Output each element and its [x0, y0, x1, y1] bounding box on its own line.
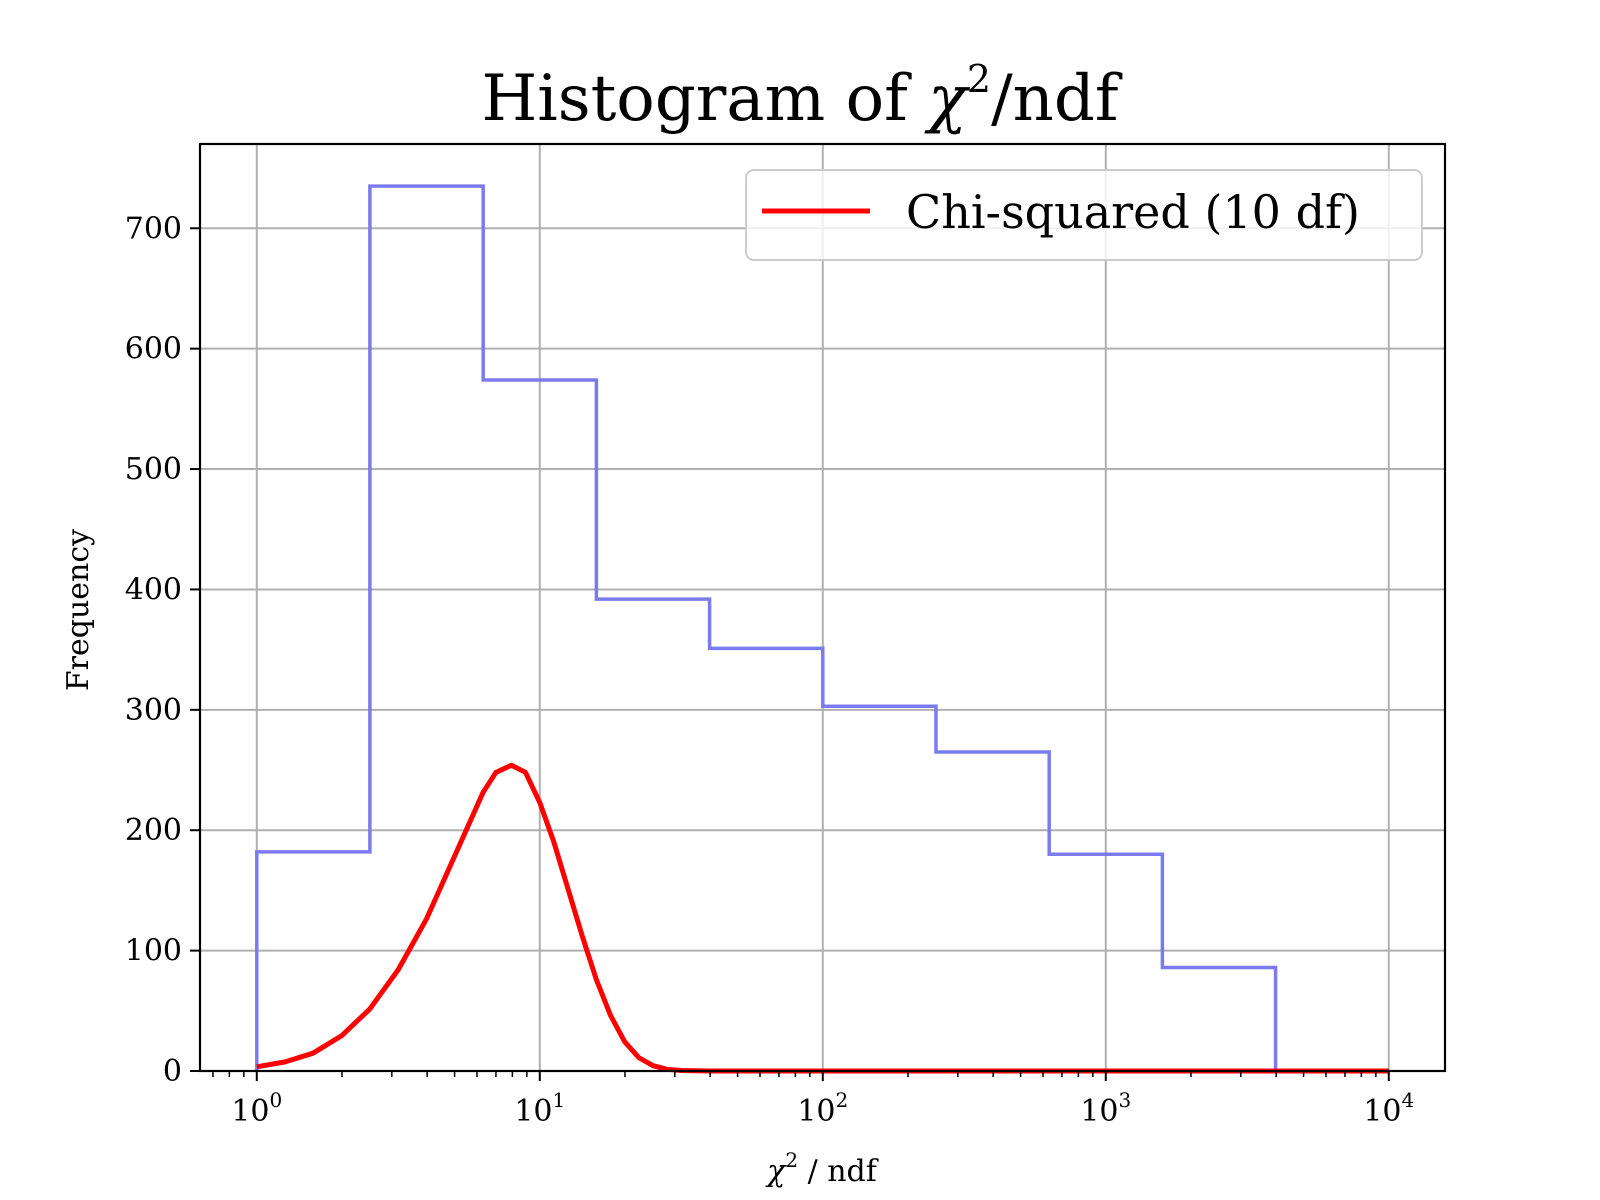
y-tick-label: 400	[125, 572, 182, 607]
x-axis-ticks: 100 101 102 103 104	[212, 1071, 1414, 1129]
y-tick-label: 300	[125, 693, 182, 728]
y-axis-ticks: 0 100 200 300 400 500 600 700	[125, 211, 200, 1089]
chart-title: Histogram of χ2/ndf	[481, 57, 1122, 136]
grid	[200, 144, 1445, 1072]
y-tick-label: 100	[125, 934, 182, 969]
x-tick-label: 100	[231, 1088, 282, 1129]
x-axis-label: χ2 / ndf	[765, 1148, 879, 1189]
y-axis-label: Frequency	[61, 529, 96, 691]
y-tick-label: 600	[125, 332, 182, 367]
legend-box	[745, 169, 1423, 261]
y-tick-label: 500	[125, 452, 182, 487]
histogram-bars	[255, 184, 1278, 1071]
histogram-step	[255, 184, 1278, 1071]
legend: Chi-squared (10 df)	[745, 169, 1423, 261]
x-tick-label: 103	[1080, 1088, 1131, 1129]
y-tick-label: 200	[125, 813, 182, 848]
x-tick-label: 102	[797, 1088, 848, 1129]
legend-label-chi-squared: Chi-squared (10 df)	[906, 185, 1360, 239]
y-tick-label: 0	[163, 1054, 182, 1089]
y-tick-label: 700	[125, 211, 182, 246]
x-tick-label: 101	[514, 1088, 565, 1129]
x-tick-label: 104	[1363, 1088, 1414, 1129]
